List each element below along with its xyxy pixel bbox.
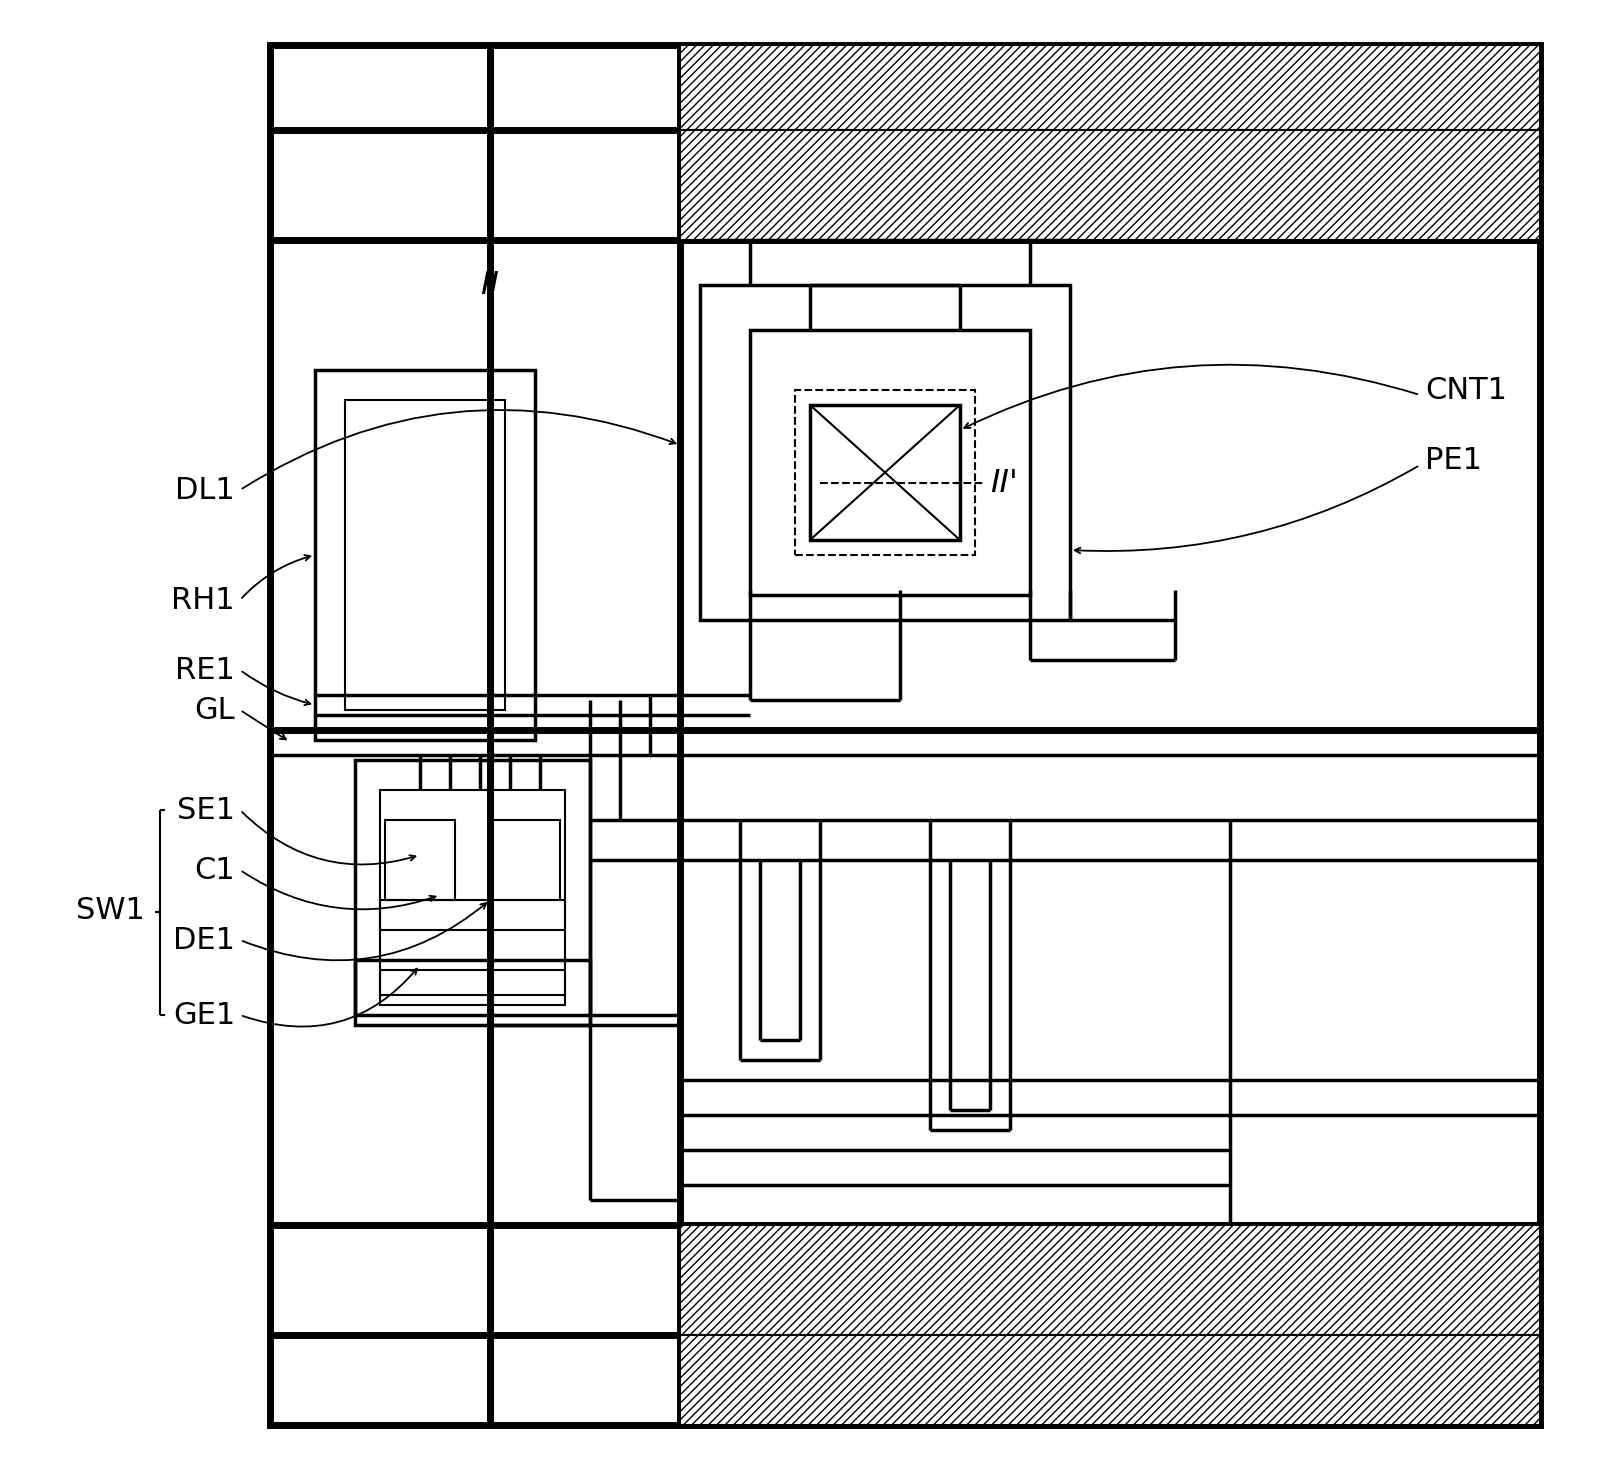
- Text: DE1: DE1: [173, 925, 235, 955]
- Text: RE1: RE1: [175, 656, 235, 684]
- Bar: [700, 285, 1070, 619]
- Bar: [384, 820, 455, 900]
- Text: II: II: [481, 269, 500, 300]
- Text: SW1: SW1: [77, 896, 146, 925]
- Bar: [380, 791, 566, 995]
- Bar: [271, 44, 1540, 1425]
- Bar: [356, 760, 590, 1026]
- Bar: [679, 44, 1540, 130]
- Bar: [356, 961, 590, 1015]
- Bar: [344, 401, 505, 709]
- Bar: [679, 1335, 1540, 1425]
- Text: DL1: DL1: [175, 476, 235, 504]
- Bar: [679, 1225, 1540, 1335]
- Bar: [811, 405, 960, 539]
- Text: GE1: GE1: [173, 1001, 235, 1030]
- Text: II': II': [990, 467, 1017, 498]
- Bar: [380, 900, 566, 930]
- Text: C1: C1: [194, 856, 235, 884]
- Bar: [380, 970, 566, 1005]
- Bar: [316, 370, 535, 740]
- Bar: [490, 820, 561, 900]
- Text: GL: GL: [194, 696, 235, 724]
- Text: CNT1: CNT1: [1426, 375, 1507, 405]
- Bar: [750, 330, 1030, 596]
- Text: PE1: PE1: [1426, 445, 1482, 474]
- Bar: [679, 130, 1540, 239]
- Text: RH1: RH1: [171, 585, 235, 615]
- Text: SE1: SE1: [176, 795, 235, 825]
- Bar: [795, 390, 976, 556]
